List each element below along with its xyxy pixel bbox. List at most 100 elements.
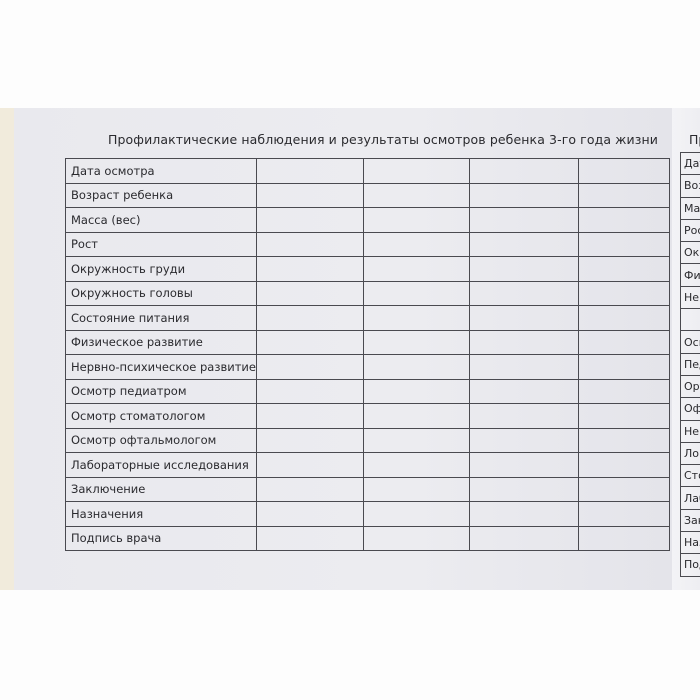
row-label: Зак (680, 508, 700, 533)
entry-cell[interactable] (362, 256, 470, 282)
right-page: Пр ДатВозМасРосОкрФизНерОсмПедОртОфтНевЛ… (672, 108, 700, 590)
row-label: Возраст ребенка (65, 182, 257, 208)
entry-cell[interactable] (577, 256, 671, 282)
entry-cell[interactable] (577, 329, 671, 355)
table-row: Под (680, 553, 700, 577)
entry-cell[interactable] (577, 476, 671, 502)
entry-cell[interactable] (577, 378, 671, 404)
entry-cell[interactable] (255, 354, 364, 380)
row-label: Дат (680, 151, 700, 176)
row-label: Лабораторные исследования (65, 452, 257, 478)
entry-cell[interactable] (362, 329, 470, 355)
entry-cell[interactable] (468, 427, 579, 453)
right-page-title: Пр (689, 132, 700, 147)
entry-cell[interactable] (362, 452, 470, 478)
entry-cell[interactable] (468, 207, 579, 233)
entry-cell[interactable] (468, 378, 579, 404)
entry-cell[interactable] (577, 207, 671, 233)
entry-cell[interactable] (468, 354, 579, 380)
entry-cell[interactable] (362, 427, 470, 453)
entry-cell[interactable] (468, 329, 579, 355)
table-row: Нервно-психическое развитие (65, 354, 671, 380)
row-label: Под (680, 553, 700, 577)
entry-cell[interactable] (255, 182, 364, 208)
table-row: Наз (680, 531, 700, 555)
row-label: Воз (680, 174, 700, 198)
entry-cell[interactable] (468, 476, 579, 502)
entry-cell[interactable] (362, 280, 470, 306)
entry-cell[interactable] (468, 525, 579, 551)
row-label (680, 308, 700, 332)
row-label: Окружность головы (65, 280, 257, 306)
table-row: Окружность головы (65, 280, 671, 306)
entry-cell[interactable] (362, 231, 470, 257)
entry-cell[interactable] (468, 231, 579, 257)
entry-cell[interactable] (468, 403, 579, 429)
entry-cell[interactable] (362, 207, 470, 233)
entry-cell[interactable] (255, 280, 364, 306)
entry-cell[interactable] (255, 427, 364, 453)
entry-cell[interactable] (577, 452, 671, 478)
entry-cell[interactable] (255, 378, 364, 404)
entry-cell[interactable] (255, 305, 364, 331)
row-label: Состояние питания (65, 305, 257, 331)
entry-cell[interactable] (255, 452, 364, 478)
row-label: Дата осмотра (65, 158, 257, 184)
entry-cell[interactable] (255, 329, 364, 355)
entry-cell[interactable] (362, 182, 470, 208)
table-row: Подпись врача (65, 525, 671, 551)
entry-cell[interactable] (468, 256, 579, 282)
entry-cell[interactable] (577, 305, 671, 331)
entry-cell[interactable] (577, 231, 671, 257)
entry-cell[interactable] (362, 305, 470, 331)
entry-cell[interactable] (255, 501, 364, 527)
table-row: Лаб (680, 486, 700, 510)
entry-cell[interactable] (255, 403, 364, 429)
entry-cell[interactable] (362, 378, 470, 404)
entry-cell[interactable] (255, 231, 364, 257)
entry-cell[interactable] (255, 476, 364, 502)
entry-cell[interactable] (468, 182, 579, 208)
entry-cell[interactable] (362, 476, 470, 502)
entry-cell[interactable] (577, 182, 671, 208)
table-row: Дата осмотра (65, 158, 671, 184)
entry-cell[interactable] (468, 305, 579, 331)
entry-cell[interactable] (362, 158, 470, 184)
entry-cell[interactable] (255, 158, 364, 184)
row-label: Осмотр стоматологом (65, 403, 257, 429)
entry-cell[interactable] (255, 256, 364, 282)
row-label: Подпись врача (65, 525, 257, 551)
table-row: Воз (680, 174, 700, 198)
row-label: Мас (680, 196, 700, 220)
table-row (680, 308, 700, 332)
table-row: Зак (680, 508, 700, 533)
entry-cell[interactable] (577, 280, 671, 306)
entry-cell[interactable] (255, 207, 364, 233)
entry-cell[interactable] (362, 525, 470, 551)
right-observation-table: ДатВозМасРосОкрФизНер ОсмПедОртОфтНевЛогС… (680, 151, 700, 577)
table-row: Окр (680, 241, 700, 265)
row-label: Лог (680, 441, 700, 466)
entry-cell[interactable] (577, 525, 671, 551)
row-label: Осмотр офтальмологом (65, 427, 257, 453)
entry-cell[interactable] (468, 501, 579, 527)
entry-cell[interactable] (577, 501, 671, 527)
entry-cell[interactable] (468, 452, 579, 478)
table-row: Лабораторные исследования (65, 452, 671, 478)
entry-cell[interactable] (255, 525, 364, 551)
entry-cell[interactable] (577, 427, 671, 453)
entry-cell[interactable] (577, 354, 671, 380)
entry-cell[interactable] (577, 403, 671, 429)
table-row: Дат (680, 151, 700, 176)
table-row: Рост (65, 231, 671, 257)
table-row: Окружность груди (65, 256, 671, 282)
entry-cell[interactable] (362, 403, 470, 429)
entry-cell[interactable] (468, 158, 579, 184)
entry-cell[interactable] (577, 158, 671, 184)
entry-cell[interactable] (468, 280, 579, 306)
table-row: Возраст ребенка (65, 182, 671, 208)
row-label: Окр (680, 241, 700, 265)
table-row: Офт (680, 397, 700, 421)
entry-cell[interactable] (362, 354, 470, 380)
entry-cell[interactable] (362, 501, 470, 527)
